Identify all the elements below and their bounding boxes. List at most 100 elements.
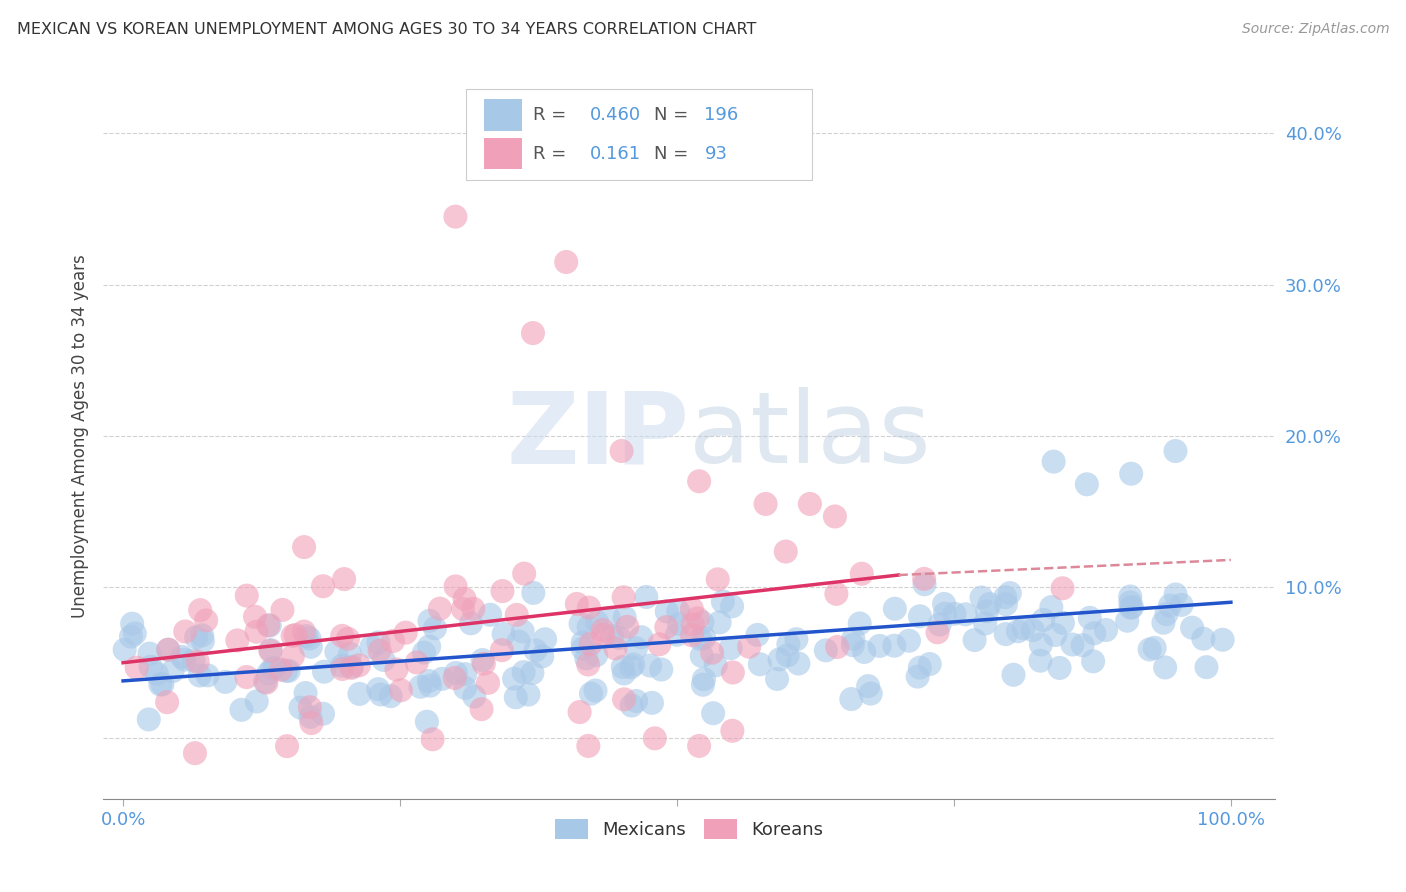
Mexicans	[503, 672, 526, 686]
Mexicans	[312, 665, 335, 679]
Koreans	[125, 661, 148, 675]
Mexicans	[1195, 660, 1218, 674]
Mexicans	[998, 586, 1021, 600]
Koreans	[156, 695, 179, 709]
Mexicans	[721, 599, 744, 614]
Koreans	[576, 657, 599, 672]
Mexicans	[908, 660, 931, 674]
Koreans	[389, 683, 412, 698]
Mexicans	[612, 660, 634, 674]
Koreans	[644, 731, 666, 746]
Mexicans	[294, 686, 316, 700]
Mexicans	[883, 639, 905, 653]
Mexicans	[955, 607, 977, 622]
Mexicans	[1049, 661, 1071, 675]
Mexicans	[416, 714, 439, 729]
Koreans	[453, 591, 475, 606]
Mexicans	[842, 632, 865, 646]
Mexicans	[859, 687, 882, 701]
Mexicans	[650, 663, 672, 677]
Koreans	[655, 620, 678, 634]
Mexicans	[598, 611, 620, 625]
Koreans	[491, 584, 513, 599]
Koreans	[333, 572, 356, 586]
Text: Source: ZipAtlas.com: Source: ZipAtlas.com	[1241, 22, 1389, 37]
Mexicans	[883, 601, 905, 615]
Mexicans	[1052, 615, 1074, 630]
Mexicans	[149, 677, 172, 691]
Mexicans	[621, 657, 644, 672]
Text: ZIP: ZIP	[506, 387, 689, 484]
Koreans	[336, 632, 359, 646]
Mexicans	[522, 665, 544, 680]
Mexicans	[747, 628, 769, 642]
Mexicans	[571, 641, 593, 656]
Mexicans	[766, 672, 789, 686]
Koreans	[1052, 582, 1074, 596]
Mexicans	[636, 590, 658, 604]
Koreans	[927, 625, 949, 640]
Koreans	[477, 676, 499, 690]
Koreans	[825, 587, 848, 601]
Mexicans	[512, 665, 534, 679]
Koreans	[330, 629, 353, 643]
Koreans	[281, 629, 304, 643]
Mexicans	[974, 616, 997, 631]
Koreans	[444, 579, 467, 593]
Koreans	[245, 624, 267, 639]
Mexicans	[454, 681, 477, 695]
Mexicans	[262, 662, 284, 676]
Mexicans	[630, 630, 652, 644]
Koreans	[506, 607, 529, 622]
Mexicans	[841, 692, 863, 706]
Mexicans	[666, 604, 689, 618]
Mexicans	[512, 624, 534, 639]
Mexicans	[524, 643, 547, 657]
Mexicans	[138, 713, 160, 727]
Mexicans	[609, 631, 631, 645]
Mexicans	[1012, 621, 1035, 635]
Text: N =: N =	[654, 145, 695, 162]
Mexicans	[579, 687, 602, 701]
Mexicans	[932, 597, 955, 611]
Mexicans	[471, 653, 494, 667]
Mexicans	[162, 664, 184, 678]
Mexicans	[299, 710, 322, 724]
Text: 93: 93	[704, 145, 727, 162]
Mexicans	[349, 687, 371, 701]
Mexicans	[492, 627, 515, 641]
Mexicans	[693, 672, 716, 686]
Mexicans	[370, 688, 392, 702]
Mexicans	[641, 696, 664, 710]
Mexicans	[768, 652, 790, 666]
Mexicans	[1032, 613, 1054, 627]
Koreans	[347, 658, 370, 673]
Mexicans	[970, 591, 993, 605]
FancyBboxPatch shape	[467, 89, 813, 179]
Mexicans	[994, 597, 1017, 611]
Y-axis label: Unemployment Among Ages 30 to 34 years: Unemployment Among Ages 30 to 34 years	[72, 254, 89, 618]
Mexicans	[312, 706, 335, 721]
Mexicans	[367, 682, 389, 697]
Koreans	[472, 657, 495, 671]
Koreans	[157, 642, 180, 657]
Legend: Mexicans, Koreans: Mexicans, Koreans	[550, 814, 828, 844]
Mexicans	[1022, 623, 1045, 637]
Koreans	[648, 637, 671, 651]
Mexicans	[711, 594, 734, 608]
Mexicans	[585, 648, 607, 663]
Mexicans	[704, 658, 727, 673]
Mexicans	[620, 660, 643, 674]
Mexicans	[146, 666, 169, 681]
Koreans	[330, 662, 353, 676]
Koreans	[738, 640, 761, 654]
Mexicans	[299, 640, 322, 654]
Mexicans	[785, 632, 807, 647]
Mexicans	[418, 640, 440, 654]
Mexicans	[778, 637, 800, 651]
Koreans	[195, 614, 218, 628]
Koreans	[613, 692, 636, 706]
Mexicans	[1164, 444, 1187, 458]
Mexicans	[263, 661, 285, 675]
Koreans	[605, 641, 627, 656]
